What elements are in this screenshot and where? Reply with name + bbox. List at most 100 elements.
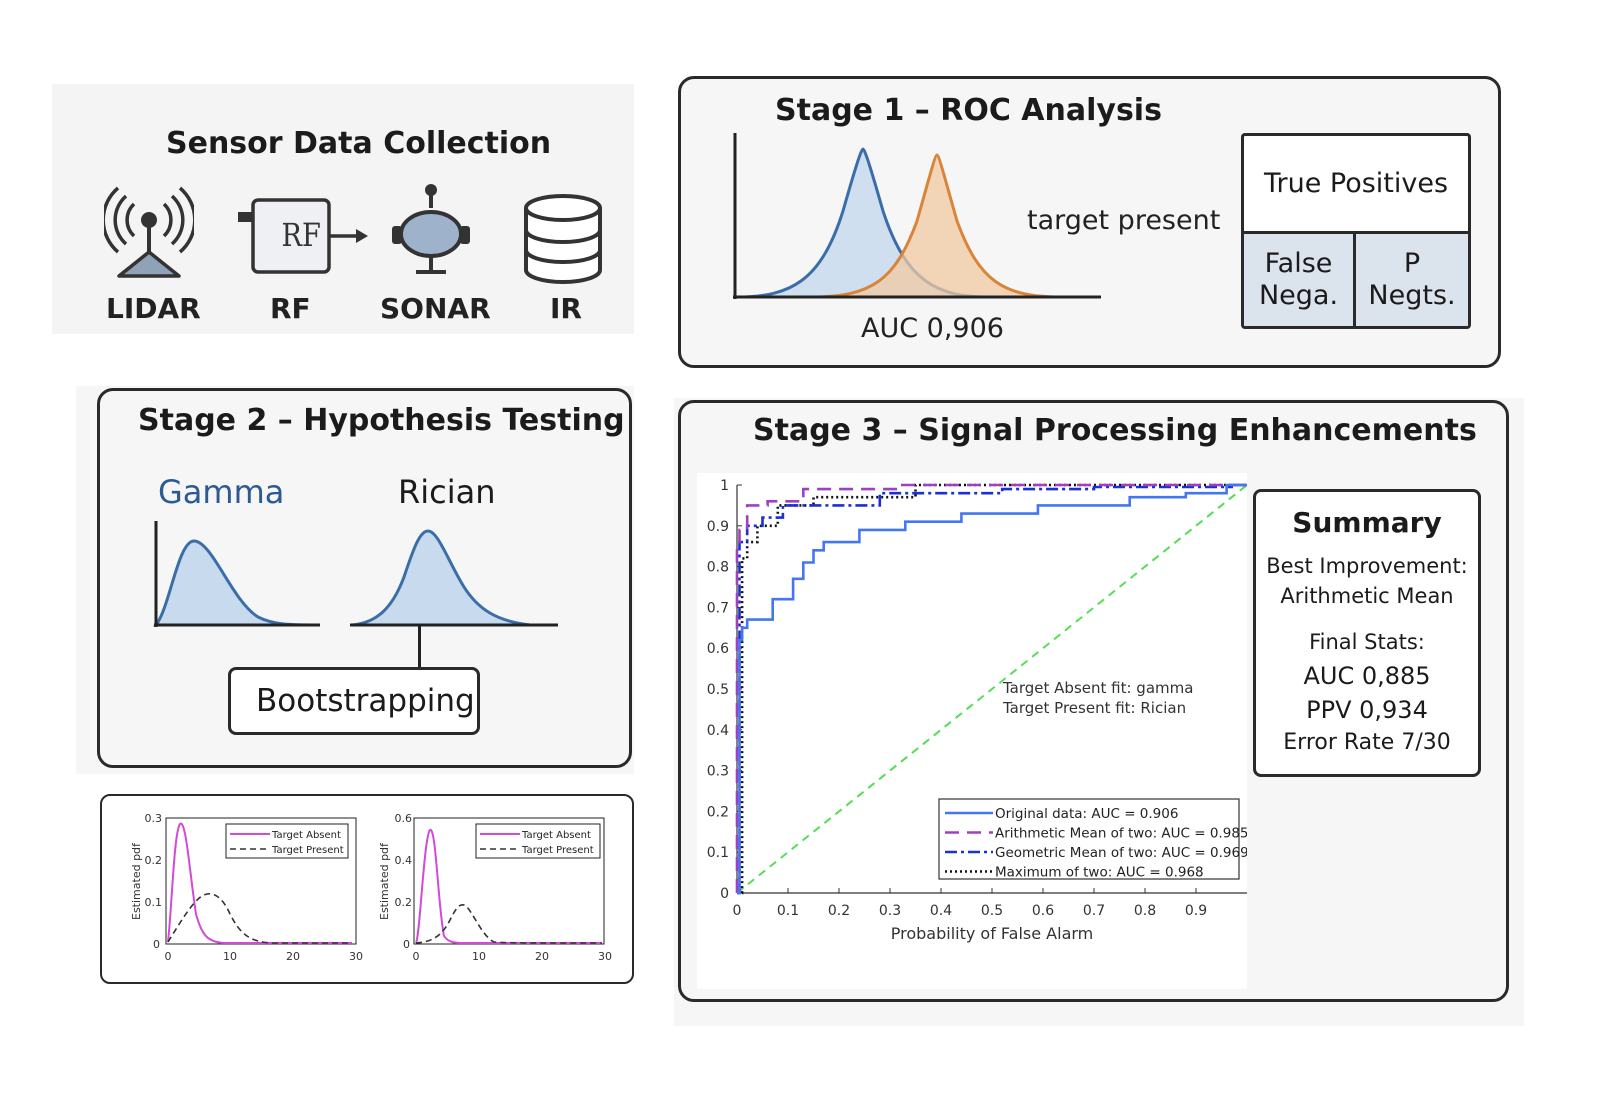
roc-y-tick-label: 0.2 [707,804,729,820]
gamma-distribution-plot [152,521,320,627]
summary-best-line2: Arithmetic Mean [1280,584,1454,608]
stage2-panel: Stage 2 – Hypothesis Testing Gamma Ricia… [97,388,632,768]
rician-distribution-plot [350,529,558,627]
stage2-title: Stage 2 – Hypothesis Testing [138,403,625,438]
roc-legend: Original data: AUC = 0.906 Arithmetic Mea… [938,798,1247,881]
sensor-label-rf: RF [270,292,311,325]
true-positives-cell: True Positives [1244,136,1468,234]
roc-x-tick-label: 0.3 [879,903,901,919]
p-negatives-cell: P Negts. [1356,234,1468,326]
false-negatives-cell: False Nega. [1244,234,1356,326]
pdf-right-legend-absent: Target Absent [521,830,591,841]
roc-series-line [737,483,1247,895]
false-negatives-line2: Nega. [1258,280,1339,311]
roc-annotation-line1: Target Absent fit: gamma [1002,679,1193,697]
roc-legend-label: Arithmetic Mean of two: AUC = 0.985 [995,826,1247,842]
pdf-right-ytick: 0.2 [395,896,413,909]
summary-final-stats: Final Stats: [1309,630,1425,654]
sensor-label-sonar: SONAR [380,292,491,325]
rf-module-glyph: RF [281,216,321,254]
rician-label: Rician [398,473,496,511]
roc-y-tick-label: 0.7 [707,600,729,616]
roc-x-tick-label: 0.1 [777,903,799,919]
pdf-right-xtick: 30 [598,950,612,963]
pdf-right-ytick: 0 [403,938,410,951]
roc-series-line [736,484,1247,894]
target-present-label: target present [1027,205,1221,236]
pdf-plot-right: Estimated pdf 0 0.2 0.4 0.6 0 10 20 30 T… [378,812,612,963]
pdf-left-xtick: 20 [286,950,300,963]
roc-x-tick-label: 0 [733,903,742,919]
roc-annotation-line2: Target Present fit: Rician [1002,699,1186,717]
roc-x-tick-label: 0.9 [1185,903,1207,919]
antenna-icon [104,186,194,278]
pdf-left-ytick: 0.3 [145,812,163,825]
roc-legend-label: Geometric Mean of two: AUC = 0.969 [995,845,1247,861]
pdf-left-ytick: 0.2 [145,854,163,867]
false-negatives-line1: False [1264,248,1333,279]
pdf-left-ylabel: Estimated pdf [130,842,143,920]
pdf-right-absent-curve [415,828,602,944]
stage1-title: Stage 1 – ROC Analysis [775,93,1162,128]
roc-y-tick-label: 0.3 [707,764,729,780]
pdf-right-ytick: 0.4 [395,854,413,867]
pdf-left-present-curve [167,892,352,944]
roc-x-tick-label: 0.6 [1032,903,1054,919]
pdf-right-present-curve [415,904,603,944]
pdf-plots-svg: Estimated pdf 0 0.1 0.2 0.3 0 10 20 30 T… [130,812,612,963]
bootstrapping-box: Bootstrapping [228,667,480,735]
stage1-panel: Stage 1 – ROC Analysis target present AU… [678,76,1501,368]
pdf-left-ytick: 0 [153,938,160,951]
pdf-right-xtick: 20 [535,950,549,963]
bootstrapping-label: Bootstrapping [256,683,475,719]
pdf-right-ylabel: Estimated pdf [378,842,391,920]
summary-box: Summary Best Improvement: Arithmetic Mea… [1253,489,1481,777]
pdf-right-xtick: 10 [472,950,486,963]
true-positives-label: True Positives [1263,167,1449,199]
gamma-label: Gamma [158,473,285,511]
distribution-overlap-plot [733,133,1101,299]
summary-best-line1: Best Improvement: [1266,554,1468,578]
target-present-curve [810,153,1062,299]
pdf-right-legend-present: Target Present [521,845,594,856]
p-negatives-line1: P [1403,248,1421,279]
roc-legend-label: Original data: AUC = 0.906 [995,806,1178,822]
pdf-plot-left: Estimated pdf 0 0.1 0.2 0.3 0 10 20 30 T… [130,812,363,963]
roc-y-tick-label: 0.4 [707,723,729,739]
sensor-title: Sensor Data Collection [166,126,552,161]
roc-series-line [737,483,1247,895]
pdf-left-xtick: 0 [165,950,172,963]
stage3-panel: Stage 3 – Signal Processing Enhancements… [678,400,1509,1002]
pdf-left-ytick: 0.1 [145,896,163,909]
p-negatives-line2: Negts. [1368,280,1456,311]
sensor-panel: Sensor Data Collection LIDAR RF RF SONAR [52,84,634,334]
pdf-left-xtick: 30 [349,950,363,963]
auc-label: AUC 0,906 [861,313,1004,344]
confusion-matrix: True Positives False Nega. P Negts. [1241,133,1471,329]
roc-y-tick-label: 0.6 [707,641,729,657]
pdf-left-legend-absent: Target Absent [271,830,341,841]
sonar-icon [392,184,470,274]
roc-xlabel: Probability of False Alarm [891,924,1094,943]
pdf-plots-panel: Estimated pdf 0 0.1 0.2 0.3 0 10 20 30 T… [100,794,634,984]
summary-ppv: PPV 0,934 [1306,696,1428,724]
roc-x-tick-label: 0.7 [1083,903,1105,919]
roc-chart: 0 0.1 0.2 0.3 0.4 0.5 0.6 0.7 0.8 0.9 1 0 0.1 0.2 0.3 0… [697,473,1247,989]
roc-y-tick-label: 0.1 [707,845,729,861]
stage3-title: Stage 3 – Signal Processing Enhancements [753,413,1477,448]
summary-title: Summary [1292,506,1442,539]
roc-y-tick-label: 0.9 [707,519,729,535]
pdf-right-xtick: 0 [413,950,420,963]
pdf-left-absent-curve [167,822,352,944]
roc-series [735,483,1247,895]
roc-series-line [735,483,1247,893]
roc-x-tick-label: 0.4 [930,903,952,919]
roc-x-tick-label: 0.5 [981,903,1003,919]
roc-series-line [737,483,1247,895]
pdf-left-xtick: 10 [223,950,237,963]
roc-y-tick-label: 0.8 [707,560,729,576]
roc-y-tick-label: 0 [720,886,729,902]
summary-auc: AUC 0,885 [1303,662,1431,690]
rf-module-icon [238,198,368,274]
roc-legend-label: Maximum of two: AUC = 0.968 [995,865,1204,881]
